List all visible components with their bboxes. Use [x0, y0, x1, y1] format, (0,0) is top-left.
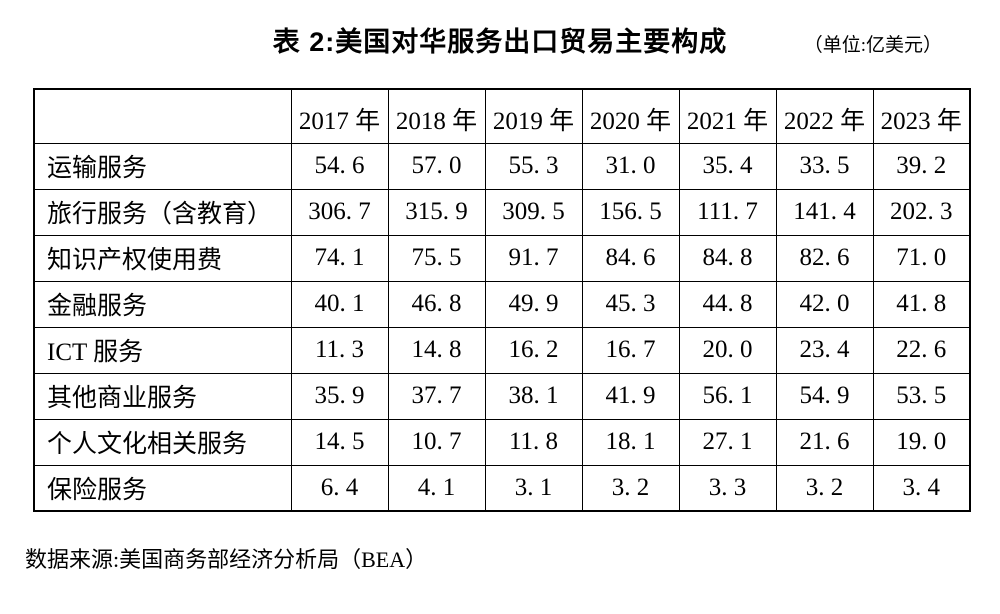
data-source: 数据来源:美国商务部经济分析局（BEA） [25, 547, 428, 572]
data-cell: 14. 5 [290, 418, 389, 466]
data-cell: 84. 6 [581, 234, 680, 282]
data-cell: 3. 2 [581, 464, 680, 512]
data-cell: 35. 4 [678, 142, 777, 190]
data-cell: 141. 4 [775, 188, 874, 236]
data-cell: 20. 0 [678, 326, 777, 374]
data-cell: 202. 3 [872, 188, 971, 236]
data-cell: 3. 2 [775, 464, 874, 512]
data-cell: 57. 0 [387, 142, 486, 190]
table-row: 知识产权使用费 74. 1 75. 5 91. 7 84. 6 84. 8 82. 6 71.… [33, 234, 971, 282]
data-cell: 42. 0 [775, 280, 874, 328]
row-label: 金融服务 [33, 280, 292, 328]
data-table: 2017 年 2018 年 2019 年 2020 年 2021 年 2022 年 2023… [33, 88, 971, 512]
data-cell: 44. 8 [678, 280, 777, 328]
data-cell: 46. 8 [387, 280, 486, 328]
data-cell: 41. 9 [581, 372, 680, 420]
data-cell: 40. 1 [290, 280, 389, 328]
row-label: 其他商业服务 [33, 372, 292, 420]
year-header: 2018 年 [387, 88, 486, 144]
data-cell: 54. 9 [775, 372, 874, 420]
data-cell: 3. 1 [484, 464, 583, 512]
data-cell: 315. 9 [387, 188, 486, 236]
page-title: 表 2:美国对华服务出口贸易主要构成 [272, 27, 728, 57]
data-cell: 27. 1 [678, 418, 777, 466]
data-cell: 37. 7 [387, 372, 486, 420]
table-header-row: 2017 年 2018 年 2019 年 2020 年 2021 年 2022 年 2023… [33, 88, 971, 144]
data-cell: 82. 6 [775, 234, 874, 282]
table-row: 保险服务 6. 4 4. 1 3. 1 3. 2 3. 3 3. 2 3. 4 [33, 464, 971, 512]
corner-cell [33, 88, 292, 144]
data-cell: 11. 3 [290, 326, 389, 374]
data-cell: 38. 1 [484, 372, 583, 420]
data-cell: 41. 8 [872, 280, 971, 328]
data-cell: 6. 4 [290, 464, 389, 512]
row-label: 旅行服务（含教育） [33, 188, 292, 236]
data-cell: 19. 0 [872, 418, 971, 466]
data-cell: 33. 5 [775, 142, 874, 190]
data-cell: 22. 6 [872, 326, 971, 374]
unit-label: （单位:亿美元） [803, 35, 942, 56]
data-cell: 54. 6 [290, 142, 389, 190]
data-cell: 53. 5 [872, 372, 971, 420]
data-cell: 74. 1 [290, 234, 389, 282]
data-cell: 306. 7 [290, 188, 389, 236]
row-label: 保险服务 [33, 464, 292, 512]
year-header: 2017 年 [290, 88, 389, 144]
data-cell: 18. 1 [581, 418, 680, 466]
data-cell: 11. 8 [484, 418, 583, 466]
data-cell: 45. 3 [581, 280, 680, 328]
table-row: 个人文化相关服务 14. 5 10. 7 11. 8 18. 1 27. 1 21. 6 19… [33, 418, 971, 466]
year-header: 2019 年 [484, 88, 583, 144]
table-row: ICT 服务 11. 3 14. 8 16. 2 16. 7 20. 0 23. 4 22. … [33, 326, 971, 374]
data-cell: 10. 7 [387, 418, 486, 466]
data-cell: 156. 5 [581, 188, 680, 236]
table-row: 运输服务 54. 6 57. 0 55. 3 31. 0 35. 4 33. 5 39. 2 [33, 142, 971, 190]
table-row: 其他商业服务 35. 9 37. 7 38. 1 41. 9 56. 1 54. 9 53. … [33, 372, 971, 420]
year-header: 2022 年 [775, 88, 874, 144]
data-cell: 3. 3 [678, 464, 777, 512]
data-cell: 23. 4 [775, 326, 874, 374]
data-cell: 91. 7 [484, 234, 583, 282]
row-label: 个人文化相关服务 [33, 418, 292, 466]
data-cell: 16. 2 [484, 326, 583, 374]
table-row: 金融服务 40. 1 46. 8 49. 9 45. 3 44. 8 42. 0 41. 8 [33, 280, 971, 328]
data-cell: 111. 7 [678, 188, 777, 236]
data-cell: 21. 6 [775, 418, 874, 466]
data-cell: 14. 8 [387, 326, 486, 374]
row-label: ICT 服务 [33, 326, 292, 374]
data-cell: 55. 3 [484, 142, 583, 190]
row-label: 运输服务 [33, 142, 292, 190]
data-cell: 3. 4 [872, 464, 971, 512]
data-cell: 56. 1 [678, 372, 777, 420]
data-cell: 35. 9 [290, 372, 389, 420]
data-cell: 4. 1 [387, 464, 486, 512]
data-cell: 71. 0 [872, 234, 971, 282]
data-cell: 309. 5 [484, 188, 583, 236]
data-cell: 75. 5 [387, 234, 486, 282]
year-header: 2020 年 [581, 88, 680, 144]
data-cell: 84. 8 [678, 234, 777, 282]
data-cell: 16. 7 [581, 326, 680, 374]
year-header: 2023 年 [872, 88, 971, 144]
data-cell: 31. 0 [581, 142, 680, 190]
row-label: 知识产权使用费 [33, 234, 292, 282]
year-header: 2021 年 [678, 88, 777, 144]
data-cell: 49. 9 [484, 280, 583, 328]
data-cell: 39. 2 [872, 142, 971, 190]
